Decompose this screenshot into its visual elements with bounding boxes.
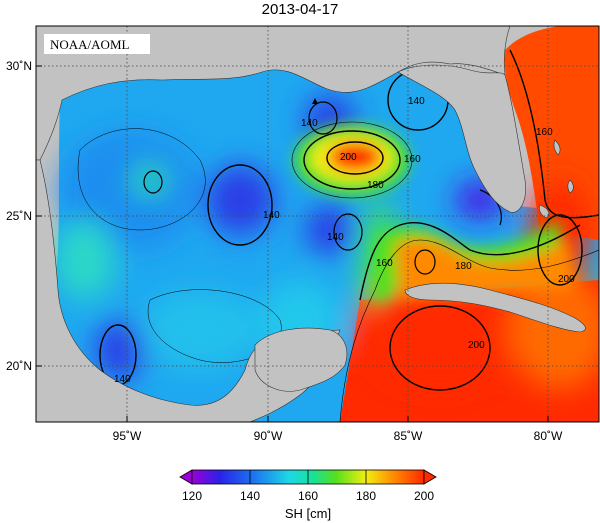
colorbar-tick-label: 200	[414, 489, 434, 503]
lon-tick-label: 85˚W	[394, 429, 423, 443]
contour-label: 200	[340, 152, 357, 163]
marker-triangle	[312, 98, 318, 104]
map-frame	[35, 25, 600, 423]
map-plot-area	[36, 26, 599, 422]
contour-label: 160	[536, 127, 553, 138]
lon-tick-label: 80˚W	[534, 429, 563, 443]
lon-tick-label: 90˚W	[254, 429, 283, 443]
axis-labels: 95˚W 90˚W 85˚W 80˚W 30˚N 25˚N 20˚N	[6, 59, 563, 443]
colorbar-tick-label: 180	[356, 489, 376, 503]
contour-label: 180	[455, 261, 472, 272]
contour-label: 140	[114, 374, 131, 385]
lat-tick-label: 30˚N	[6, 59, 32, 73]
colorbar-tick-label: 160	[298, 489, 318, 503]
credit-label: NOAA/AOML	[50, 37, 130, 52]
lat-tick-label: 20˚N	[6, 359, 32, 373]
atlantic-water	[504, 26, 599, 240]
graticule	[36, 26, 599, 422]
colorbar-tick-label: 120	[182, 489, 202, 503]
contour-label: 140	[327, 232, 344, 243]
colorbar-low-arrow	[179, 469, 193, 485]
lon-tick-label: 95˚W	[113, 429, 142, 443]
colorbar: 120 140 160 180 200 SH [cm]	[179, 469, 437, 521]
contour-label: 140	[408, 96, 425, 107]
contour-label: 200	[558, 274, 575, 285]
frame-ticks	[36, 65, 549, 422]
contour-label: 180	[367, 180, 384, 191]
contour-label: 140	[301, 118, 318, 129]
contour-label: 200	[468, 340, 485, 351]
colorbar-high-arrow	[423, 469, 437, 485]
colorbar-unit-label: SH [cm]	[285, 506, 331, 521]
land-masses	[36, 26, 586, 422]
contour-label-group: 140 140 140 140 140 160 160 160 180 180 …	[114, 96, 575, 385]
lat-tick-label: 25˚N	[6, 209, 32, 223]
contour-label: 160	[404, 154, 421, 165]
map-title: 2013-04-17	[261, 1, 339, 18]
colorbar-tick-label: 140	[240, 489, 260, 503]
credit-box	[44, 34, 150, 54]
contour-label: 140	[263, 210, 280, 221]
contour-label: 160	[376, 258, 393, 269]
